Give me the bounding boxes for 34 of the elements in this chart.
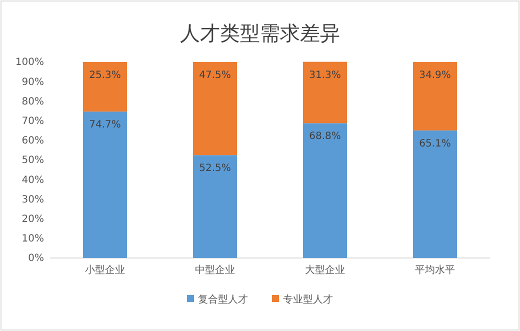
chart-title: 人才类型需求差异 bbox=[180, 21, 340, 45]
y-tick-label: 70% bbox=[22, 116, 44, 127]
bar bbox=[193, 62, 237, 156]
data-label: 68.8% bbox=[309, 131, 341, 142]
bar bbox=[413, 62, 457, 130]
data-label: 47.5% bbox=[199, 70, 231, 81]
data-label: 25.3% bbox=[89, 70, 121, 81]
bar bbox=[83, 62, 127, 112]
y-tick-label: 10% bbox=[22, 234, 44, 245]
legend-label: 复合型人才 bbox=[198, 294, 248, 306]
y-tick-label: 30% bbox=[22, 194, 44, 206]
y-tick-label: 50% bbox=[22, 155, 44, 166]
bar bbox=[83, 112, 127, 258]
bar bbox=[303, 62, 347, 124]
legend-label: 专业型人才 bbox=[283, 294, 333, 306]
data-label: 65.1% bbox=[419, 138, 451, 150]
y-tick-label: 80% bbox=[22, 96, 44, 108]
y-tick-label: 90% bbox=[22, 76, 44, 88]
y-tick-label: 20% bbox=[22, 214, 44, 225]
y-tick-label: 60% bbox=[22, 136, 44, 147]
y-tick-label: 0% bbox=[28, 253, 44, 264]
x-tick-label: 中型企业 bbox=[195, 264, 235, 276]
x-tick-label: 小型企业 bbox=[85, 264, 125, 276]
bar bbox=[303, 123, 347, 258]
bar bbox=[413, 130, 457, 258]
y-tick-label: 40% bbox=[22, 174, 44, 186]
x-tick-label: 大型企业 bbox=[305, 264, 345, 276]
data-label: 74.7% bbox=[89, 120, 121, 131]
data-label: 31.3% bbox=[309, 70, 341, 81]
bar bbox=[193, 155, 237, 258]
data-label: 34.9% bbox=[419, 70, 451, 81]
y-tick-label: 100% bbox=[15, 57, 44, 68]
data-label: 52.5% bbox=[199, 163, 231, 174]
x-tick-label: 平均水平 bbox=[415, 264, 455, 276]
